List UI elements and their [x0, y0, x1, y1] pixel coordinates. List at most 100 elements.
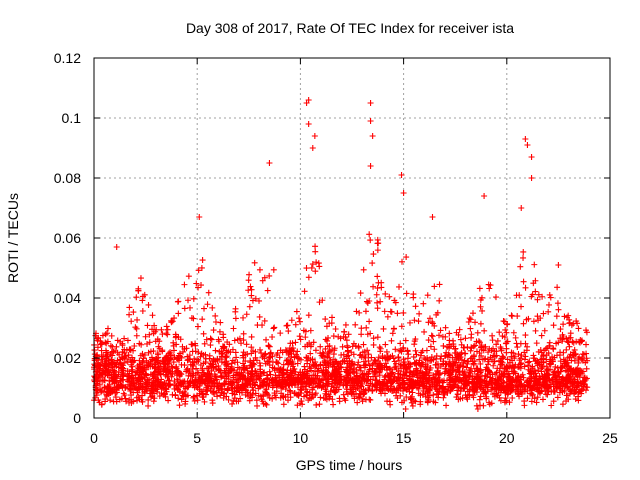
data-point	[122, 383, 129, 390]
data-point	[210, 364, 217, 371]
data-point	[301, 393, 308, 400]
data-point	[328, 383, 335, 390]
data-point	[266, 362, 273, 369]
data-point	[296, 333, 303, 340]
data-point	[312, 243, 319, 250]
data-point	[267, 349, 274, 356]
data-point	[280, 401, 287, 408]
data-point	[144, 376, 151, 383]
data-point	[183, 366, 190, 373]
data-point	[120, 371, 127, 378]
data-point	[409, 389, 416, 396]
data-point	[422, 364, 429, 371]
data-point	[313, 363, 320, 370]
data-point	[500, 354, 507, 361]
data-point	[317, 361, 324, 368]
data-point-notable	[481, 193, 488, 199]
data-point	[221, 344, 228, 351]
data-point	[271, 324, 278, 331]
data-point	[288, 372, 295, 379]
data-point	[395, 357, 402, 364]
data-point	[496, 372, 503, 379]
data-point	[404, 355, 411, 362]
data-point	[289, 359, 296, 366]
axis-tick-labels: 0 5 10 15 20 25 0 0.02 0.04 0.06 0.08 0.1 0.12	[54, 50, 618, 446]
data-point	[266, 368, 273, 375]
data-point	[211, 383, 218, 390]
data-point	[149, 312, 156, 319]
data-point	[578, 380, 585, 387]
data-point	[368, 354, 375, 361]
data-point	[344, 347, 351, 354]
data-point	[429, 320, 436, 327]
data-point	[293, 308, 300, 315]
data-point	[343, 378, 350, 385]
data-point-notable	[113, 244, 120, 250]
data-point	[510, 329, 517, 336]
data-point	[255, 385, 262, 392]
data-point	[207, 385, 214, 392]
data-point	[576, 354, 583, 361]
data-point	[317, 394, 324, 401]
data-point	[201, 340, 208, 347]
data-point	[305, 274, 312, 281]
data-point	[437, 355, 444, 362]
data-point	[380, 325, 387, 332]
data-point	[162, 393, 169, 400]
data-point	[141, 352, 148, 359]
data-point	[421, 328, 428, 335]
data-point	[359, 395, 366, 402]
data-point	[338, 376, 345, 383]
data-point	[351, 361, 358, 368]
data-point	[221, 390, 228, 397]
data-point	[350, 340, 357, 347]
data-point	[482, 372, 489, 379]
data-point	[223, 349, 230, 356]
data-point	[410, 353, 417, 360]
data-point	[476, 285, 483, 292]
data-point	[114, 337, 121, 344]
data-point	[121, 350, 128, 357]
data-point	[550, 398, 557, 405]
data-point	[477, 360, 484, 367]
data-point	[374, 273, 381, 280]
data-point	[563, 359, 570, 366]
data-point	[308, 367, 315, 374]
data-point	[181, 281, 188, 288]
data-point	[560, 321, 567, 328]
data-point	[245, 277, 252, 284]
data-point	[521, 349, 528, 356]
data-point	[303, 355, 310, 362]
data-point	[355, 344, 362, 351]
data-point	[480, 347, 487, 354]
data-point	[411, 317, 418, 324]
data-point	[223, 358, 230, 365]
data-point	[257, 346, 264, 353]
data-point	[386, 355, 393, 362]
data-point	[126, 346, 133, 353]
data-point	[376, 372, 383, 379]
data-point	[425, 337, 432, 344]
data-point	[579, 357, 586, 364]
data-point	[525, 382, 532, 389]
data-point	[279, 376, 286, 383]
data-point	[492, 370, 499, 377]
data-point	[398, 399, 405, 406]
data-point	[477, 303, 484, 310]
data-point	[452, 379, 459, 386]
data-point	[238, 340, 245, 347]
data-point	[364, 299, 371, 306]
data-point	[382, 360, 389, 367]
data-point	[259, 277, 266, 284]
data-point	[509, 376, 516, 383]
data-point	[92, 332, 99, 339]
data-point	[358, 331, 365, 338]
data-point	[148, 394, 155, 401]
data-point	[210, 327, 217, 334]
data-point	[324, 381, 331, 388]
data-point	[497, 397, 504, 404]
data-point	[467, 316, 474, 323]
data-point	[493, 369, 500, 376]
data-point	[331, 389, 338, 396]
data-point	[305, 312, 312, 319]
